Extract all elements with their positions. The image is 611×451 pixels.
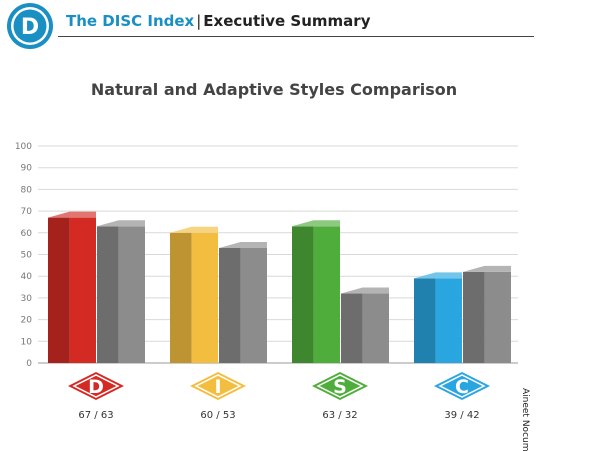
category-letter-c: C bbox=[455, 376, 469, 398]
bar-d-natural bbox=[48, 211, 96, 363]
bar-i-natural bbox=[170, 226, 218, 363]
y-tick-label-50: 50 bbox=[21, 251, 33, 261]
bar-chart: 0 10 20 30 40 50 60 70 80 90 100 D 67 / 63 I 60 / 53 S 6… bbox=[15, 142, 518, 421]
category-letter-s: S bbox=[333, 376, 347, 398]
badge-i bbox=[190, 372, 246, 400]
y-tick-label-20: 20 bbox=[21, 316, 33, 326]
header-divider bbox=[58, 36, 534, 37]
disc-logo-icon: D bbox=[7, 3, 53, 49]
bar-s-natural bbox=[292, 220, 340, 363]
y-tick-label-90: 90 bbox=[21, 164, 33, 174]
bar-i-adaptive bbox=[219, 241, 267, 363]
value-label-c: 39 / 42 bbox=[444, 410, 479, 421]
badge-c bbox=[434, 372, 490, 400]
category-letter-i: I bbox=[214, 376, 221, 398]
y-tick-label-80: 80 bbox=[21, 185, 33, 195]
header-separator: | bbox=[196, 12, 202, 30]
brand-name: The DISC Index bbox=[66, 12, 195, 30]
y-tick-label-100: 100 bbox=[15, 142, 32, 152]
bar-d-adaptive bbox=[97, 220, 145, 363]
value-label-s: 63 / 32 bbox=[322, 410, 357, 421]
logo-letter: D bbox=[21, 15, 39, 40]
section-title: Executive Summary bbox=[203, 12, 371, 30]
value-label-i: 60 / 53 bbox=[200, 410, 235, 421]
y-tick-label-10: 10 bbox=[21, 337, 33, 347]
bar-c-adaptive bbox=[463, 265, 511, 363]
badge-s bbox=[312, 372, 368, 400]
side-label: Aineet Nocum bbox=[520, 388, 530, 451]
chart-title: Natural and Adaptive Styles Comparison bbox=[90, 80, 458, 99]
category-letter-d: D bbox=[88, 376, 104, 398]
badge-d bbox=[68, 372, 124, 400]
y-tick-label-60: 60 bbox=[21, 229, 33, 239]
bar-c-natural bbox=[414, 272, 462, 363]
y-tick-label-30: 30 bbox=[21, 294, 33, 304]
y-tick-label-40: 40 bbox=[21, 272, 33, 282]
bar-s-adaptive bbox=[341, 287, 389, 363]
y-tick-label-70: 70 bbox=[21, 207, 33, 217]
header-title: The DISC Index | Executive Summary bbox=[66, 12, 370, 30]
y-tick-label-0: 0 bbox=[26, 359, 32, 369]
value-label-d: 67 / 63 bbox=[78, 410, 113, 421]
